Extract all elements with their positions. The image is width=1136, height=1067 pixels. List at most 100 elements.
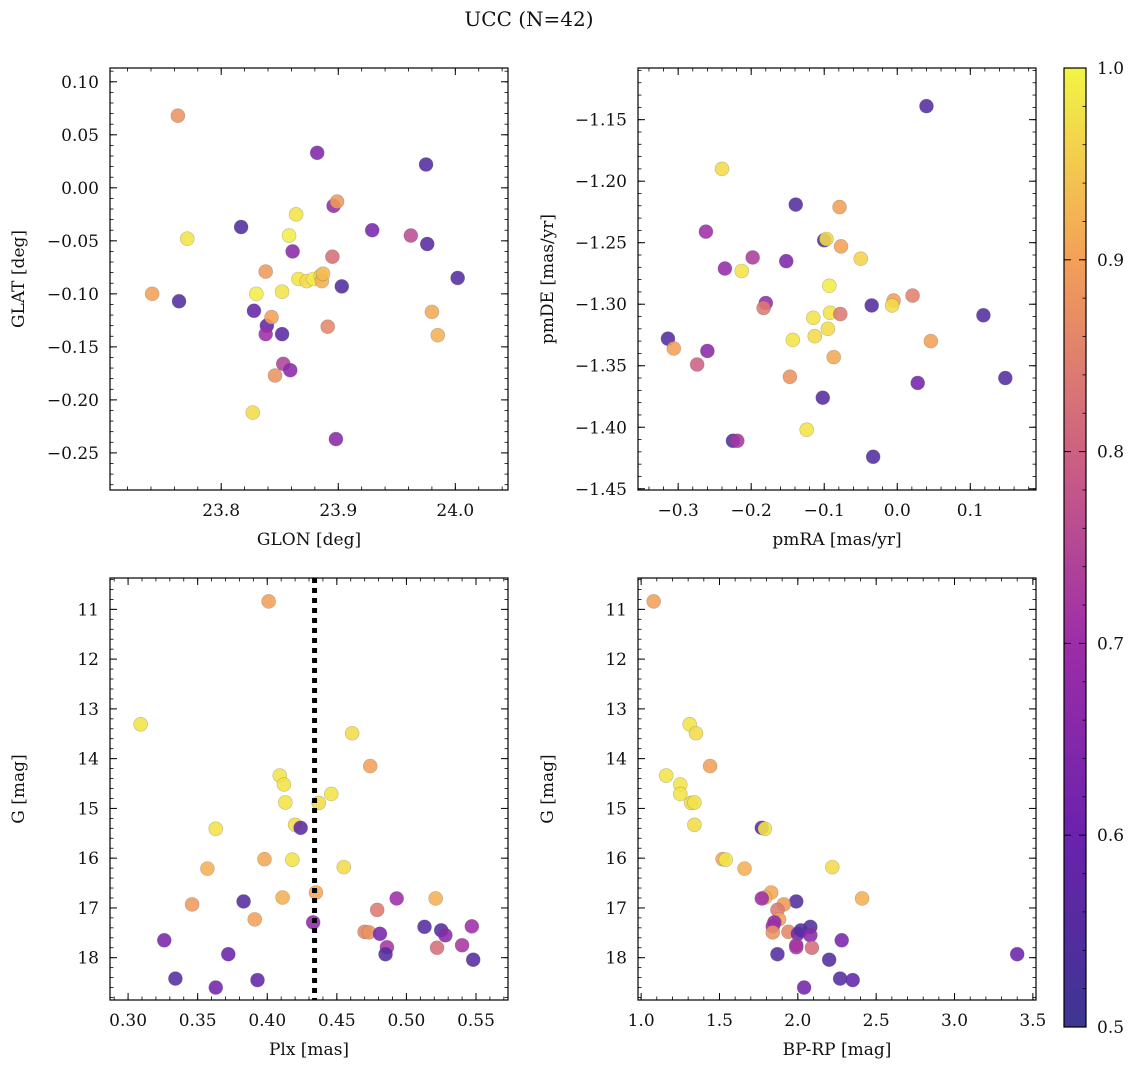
colorbar-tick-label: 1.0 [1097,59,1124,79]
data-point [646,594,661,609]
data-point [834,932,850,948]
data-point [320,319,336,335]
x-tick-label: 3.0 [941,1011,968,1031]
data-point [803,928,818,943]
data-point [364,222,380,238]
data-point [805,310,821,326]
data-point [820,321,836,337]
data-point [714,161,730,177]
x-tick-label: 0.35 [179,1011,217,1031]
x-tick-label: 23.9 [319,501,357,521]
data-point [796,980,812,995]
y-tick-label: −0.25 [47,444,99,464]
data-point [815,390,831,406]
points-group [144,108,465,447]
data-point [824,859,840,875]
data-point [702,758,718,774]
colorbar-frame [1063,67,1087,1028]
data-point [257,851,272,867]
y-axis-label: pmDE [mas/yr] [538,214,558,344]
data-point [788,939,804,955]
colorbar-tick-label: 0.6 [1097,826,1124,846]
data-point [403,228,419,243]
data-point [250,972,265,988]
data-point [336,859,352,875]
y-tick-label: 16 [605,849,627,869]
data-point [267,368,283,383]
data-point [734,263,750,279]
x-tick-label: 1.0 [628,1011,655,1031]
y-tick-label: 11 [77,600,99,620]
data-point [799,422,814,438]
data-point [698,224,714,239]
x-axis-label: BP-RP [mag] [783,1040,892,1060]
data-point [274,284,290,300]
x-tick-label: 2.5 [863,1011,890,1031]
colorbar-tick-label: 0.5 [1097,1018,1124,1038]
data-point [325,249,340,265]
data-point [309,145,325,161]
data-point [247,912,263,927]
panel-pmra-pmde: −0.3 −0.2 −0.1 0.0 0.1 −1.45 −1.40 −1.35 −1.30 −1… [538,67,1037,550]
data-point [281,228,297,243]
data-point [1009,946,1025,962]
y-tick-label: −1.35 [575,357,627,377]
data-point [822,278,837,294]
data-point [845,972,860,988]
x-tick-label: 0.55 [457,1011,495,1031]
data-point [315,266,331,282]
x-axis-label: GLON [deg] [257,530,361,550]
data-point [865,449,881,465]
x-tick-label: 2.0 [784,1011,811,1031]
data-point [220,946,236,962]
figure-title: UCC (N=42) [464,7,593,31]
data-point [454,937,470,953]
y-tick-label: 13 [77,700,99,720]
colorbar-tick-label: 0.9 [1097,251,1124,271]
data-point [737,861,752,876]
y-axis-label: G [mag] [9,754,29,823]
y-tick-label: 18 [605,949,627,969]
y-tick-label: 0.10 [61,73,99,93]
data-point [133,717,148,732]
y-tick-label: 13 [605,700,627,720]
data-point [389,891,404,906]
x-tick-label: 0.1 [957,501,984,521]
data-point [688,725,704,741]
data-point [285,244,300,259]
axes-frame [109,67,509,491]
data-point [429,940,445,956]
y-tick-label: 17 [605,899,627,919]
data-point [246,303,262,319]
panel-plx-g: 0.30 0.35 0.40 0.45 0.50 0.55 11 12 13 14 15 16 17 18… [9,577,509,1060]
data-point [200,861,215,876]
data-point [804,940,820,956]
data-point [923,333,939,349]
data-point [745,250,760,265]
data-point [184,897,200,912]
x-axis-label: pmRA [mas/yr] [772,530,901,550]
data-point [418,157,434,172]
data-point [249,286,264,302]
y-tick-label: 0.05 [61,126,99,146]
data-point [465,952,481,967]
y-tick-label: 11 [605,600,627,620]
y-tick-label: 14 [605,750,627,770]
data-point [919,98,934,114]
data-point [689,357,705,372]
data-point [853,251,869,267]
data-point [284,852,300,867]
x-tick-label: 1.5 [706,1011,733,1031]
data-point [144,286,160,302]
data-point [666,341,682,356]
data-point [208,980,224,995]
colorbar-gradient [1064,68,1086,1027]
data-point [788,197,804,212]
data-point [171,293,187,309]
x-tick-label: 0.40 [248,1011,286,1031]
data-point [765,925,781,940]
data-point [718,852,734,867]
data-point [730,433,745,449]
data-point [275,890,290,905]
data-point [782,369,798,385]
